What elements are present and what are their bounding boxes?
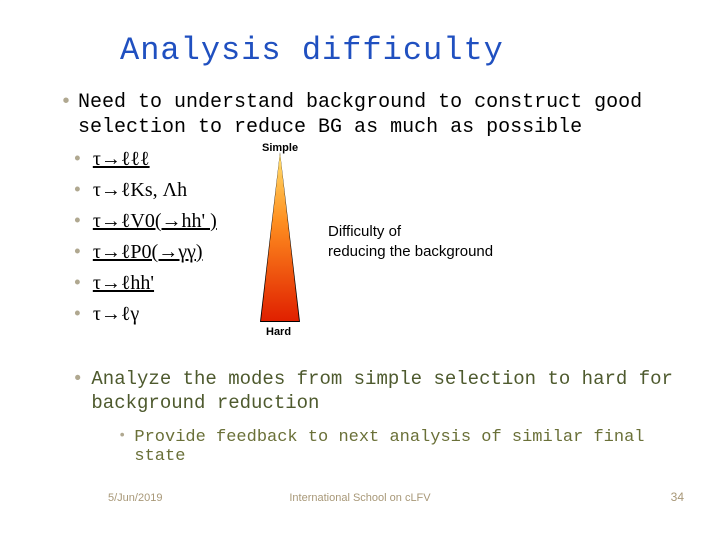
analyze-text: Analyze the modes from simple selection … (91, 368, 700, 416)
triangle-side-label: Difficulty of reducing the background (328, 222, 493, 261)
decay-mode-text: τ→ℓV0(→hh' ) (93, 210, 217, 233)
decay-mode-text: τ→ℓℓℓ (93, 148, 150, 171)
bullet-dot: • (118, 428, 126, 466)
difficulty-triangle (260, 152, 300, 322)
list-item: • τ→ℓℓℓ (72, 148, 217, 171)
triangle-bottom-label: Hard (266, 326, 291, 338)
bullet-dot: • (60, 90, 72, 140)
decay-mode-text: τ→ℓKs, Λh (93, 179, 187, 202)
slide-number: 34 (671, 490, 684, 504)
bullet-dot: • (72, 305, 83, 325)
analyze-bullet: • Analyze the modes from simple selectio… (72, 368, 700, 416)
decay-mode-text: τ→ℓP0(→γγ) (93, 241, 203, 264)
feedback-bullet: • Provide feedback to next analysis of s… (118, 428, 700, 466)
footer-venue: International School on cLFV (0, 492, 720, 504)
bullet-dot: • (72, 150, 83, 170)
decay-mode-text: τ→ℓhh' (93, 272, 154, 295)
diff-line2: reducing the background (328, 243, 493, 260)
list-item: • τ→ℓV0(→hh' ) (72, 210, 217, 233)
main-bullet: • Need to understand background to const… (60, 90, 700, 140)
bullet-dot: • (72, 212, 83, 232)
bullet-dot: • (72, 274, 83, 294)
bullet-dot: • (72, 368, 83, 416)
decay-mode-text: τ→ℓγ (93, 303, 139, 326)
main-bullet-text: Need to understand background to constru… (78, 90, 700, 140)
list-item: • τ→ℓhh' (72, 272, 217, 295)
list-item: • τ→ℓP0(→γγ) (72, 241, 217, 264)
list-item: • τ→ℓγ (72, 303, 217, 326)
diff-line1: Difficulty of (328, 223, 401, 240)
decay-mode-list: • τ→ℓℓℓ • τ→ℓKs, Λh • τ→ℓV0(→hh' ) • τ→ℓ… (72, 148, 217, 334)
list-item: • τ→ℓKs, Λh (72, 179, 217, 202)
feedback-text: Provide feedback to next analysis of sim… (134, 428, 700, 466)
bullet-dot: • (72, 243, 83, 263)
bullet-dot: • (72, 181, 83, 201)
slide-title: Analysis difficulty (120, 32, 504, 69)
